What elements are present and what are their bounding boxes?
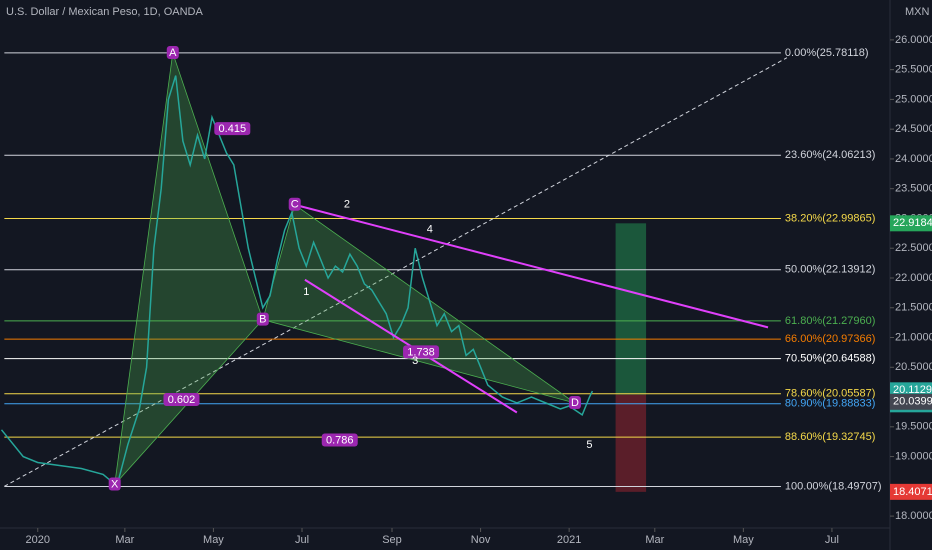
pattern-ratio: 0.786 — [326, 434, 354, 446]
price-line — [0, 75, 594, 485]
price-tag-box — [890, 393, 932, 410]
y-tick-label: 20.50000 — [895, 361, 932, 373]
chart-title: U.S. Dollar / Mexican Peso, 1D, OANDA — [6, 6, 204, 18]
wave-label: 2 — [344, 199, 350, 211]
pattern-point: C — [291, 199, 299, 211]
x-tick-label: 2020 — [26, 534, 50, 546]
price-tag-label: 18.40717 — [893, 486, 932, 498]
fib-label: 0.00%(25.78118) — [785, 47, 869, 59]
x-tick-label: Jul — [825, 534, 839, 546]
pattern-point-box — [166, 45, 179, 59]
pattern-ratio: 1.738 — [407, 346, 435, 358]
fib-label: 80.90%(19.88833) — [785, 398, 876, 410]
price-tag-box — [890, 483, 932, 500]
y-tick-label: 24.00000 — [895, 153, 932, 165]
x-tick-label: Mar — [645, 534, 664, 546]
price-tag: 20.03993 — [890, 393, 932, 410]
y-tick-label: 23.50000 — [895, 183, 932, 195]
x-tick-label: Sep — [382, 534, 402, 546]
profit-zone — [615, 223, 647, 395]
fib-label: 23.60%(24.06213) — [785, 149, 876, 161]
fib-label: 50.00%(22.13912) — [785, 264, 876, 276]
pattern-point-box — [568, 395, 581, 409]
fib-label: 38.20%(22.99865) — [785, 212, 876, 224]
price-tag-label: 22.91841 — [893, 217, 932, 229]
pattern-ratio-box — [214, 122, 251, 136]
loss-zone — [615, 394, 647, 492]
currency-label: MXN — [905, 6, 930, 18]
x-tick-label: May — [733, 534, 754, 546]
x-tick-label: May — [203, 534, 224, 546]
price-tag: 22.91841 — [890, 215, 932, 232]
pattern-point: A — [169, 47, 177, 59]
wave-label: 5 — [586, 439, 592, 451]
x-tick-label: 2021 — [557, 534, 581, 546]
fib-label: 61.80%(21.27960) — [785, 315, 876, 327]
price-tag-label: 20.11295 — [893, 384, 932, 396]
x-tick-label: Nov — [471, 534, 491, 546]
price-tag-label: 20.03993 — [893, 396, 932, 408]
wave-label: 3 — [412, 355, 418, 367]
pattern-ratio: 0.602 — [168, 394, 196, 406]
price-tag: 18.40717 — [890, 483, 932, 500]
y-tick-label: 25.50000 — [895, 64, 932, 76]
wave-label: 4 — [427, 224, 433, 236]
x-tick-label: Jul — [295, 534, 309, 546]
y-tick-label: 19.50000 — [895, 421, 932, 433]
pattern-point-box — [288, 197, 301, 211]
pattern-ratio-box — [163, 393, 200, 407]
pattern-fill — [262, 204, 576, 404]
trendline — [294, 203, 769, 329]
pattern-point-box — [256, 312, 269, 326]
pattern-point: B — [259, 314, 266, 326]
fib-label: 78.60%(20.05587) — [785, 388, 876, 400]
pattern-point: D — [571, 397, 579, 409]
y-tick-label: 22.00000 — [895, 272, 932, 284]
y-tick-label: 24.50000 — [895, 123, 932, 135]
y-tick-label: 21.50000 — [895, 302, 932, 314]
fib-label: 88.60%(19.32745) — [785, 431, 876, 443]
wave-label: 1 — [303, 286, 309, 298]
y-tick-label: 21.00000 — [895, 331, 932, 343]
pattern-ratio-box — [403, 345, 440, 359]
y-tick-label: 22.50000 — [895, 242, 932, 254]
fib-label: 66.00%(20.97366) — [785, 333, 876, 345]
y-tick-label: 26.00000 — [895, 34, 932, 46]
price-tag-box — [890, 215, 932, 232]
fib-label: 100.00%(18.49707) — [785, 480, 882, 492]
y-tick-label: 25.00000 — [895, 93, 932, 105]
pattern-ratio: 0.415 — [219, 123, 247, 135]
y-tick-label: 19.00000 — [895, 450, 932, 462]
pattern-ratio-box — [321, 433, 358, 447]
pattern-point-box — [108, 477, 121, 491]
fib-trend — [4, 57, 788, 487]
y-tick-label: 18.00000 — [895, 510, 932, 522]
fib-label: 70.50%(20.64588) — [785, 353, 876, 365]
x-tick-label: Mar — [115, 534, 134, 546]
pattern-point: X — [111, 478, 119, 490]
